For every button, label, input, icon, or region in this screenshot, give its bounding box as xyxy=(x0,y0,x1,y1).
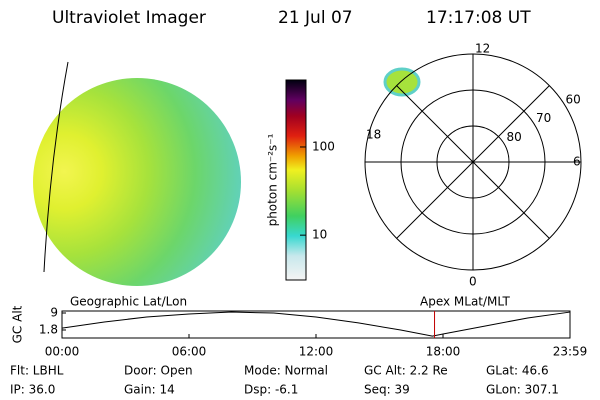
info-field: Dsp: -6.1 xyxy=(244,383,298,397)
info-field: Flt: LBHL xyxy=(10,364,64,378)
info-field: IP: 36.0 xyxy=(10,383,55,397)
info-field: Door: Open xyxy=(124,364,193,378)
mlt-line xyxy=(396,161,474,239)
earth-image xyxy=(33,78,241,286)
meridian xyxy=(43,61,69,273)
lat-ring xyxy=(436,125,510,199)
lat-ring xyxy=(400,89,546,235)
mlt-label: 18 xyxy=(366,128,381,142)
colorbar-tick-label: 10 xyxy=(312,228,327,242)
lat-label: 80 xyxy=(507,130,522,144)
x-tick-label: 00:00 xyxy=(45,345,80,359)
lat-label: 60 xyxy=(566,92,581,106)
lat-ring xyxy=(364,53,582,271)
mlt-label: 0 xyxy=(469,275,477,289)
y-tick-label: 1.8 xyxy=(39,322,58,336)
mlt-line xyxy=(472,161,550,239)
mlt-label: 12 xyxy=(475,42,490,56)
info-field: GC Alt: 2.2 Re xyxy=(364,364,448,378)
info-field: Seq: 39 xyxy=(364,383,410,397)
info-field: GLon: 307.1 xyxy=(486,383,559,397)
y-tick-label: 9 xyxy=(50,306,58,320)
left-label: Geographic Lat/Lon xyxy=(70,295,187,309)
date: 21 Jul 07 xyxy=(278,8,353,28)
x-tick-label: 06:00 xyxy=(172,345,207,359)
mlt-line xyxy=(396,85,474,163)
x-tick-label: 23:59 xyxy=(553,345,588,359)
x-tick-label: 12:00 xyxy=(299,345,334,359)
info-field: Gain: 14 xyxy=(124,383,175,397)
mlt-line xyxy=(472,85,550,163)
time: 17:17:08 UT xyxy=(426,8,531,28)
colorbar-label: photon cm⁻²s⁻¹ xyxy=(266,133,280,226)
info-field: GLat: 46.6 xyxy=(486,364,549,378)
right-label: Apex MLat/MLT xyxy=(420,295,510,309)
alt-curve xyxy=(61,311,571,337)
colorbar xyxy=(285,79,307,281)
x-tick-label: 18:00 xyxy=(426,345,461,359)
colorbar-tick-label: 100 xyxy=(312,139,335,153)
y-label: GC Alt xyxy=(11,305,25,343)
title: Ultraviolet Imager xyxy=(52,8,206,28)
mlt-label: 6 xyxy=(573,155,581,169)
lat-label: 70 xyxy=(536,111,551,125)
info-field: Mode: Normal xyxy=(244,364,328,378)
